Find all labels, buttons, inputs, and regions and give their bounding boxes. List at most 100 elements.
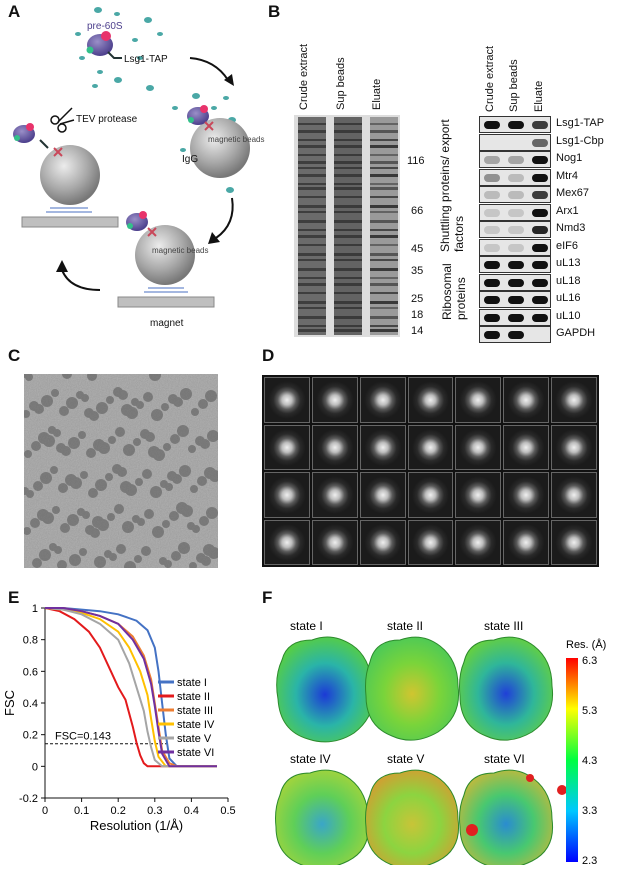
- magnet-label: magnet: [150, 318, 184, 329]
- wb-row-label: uL18: [556, 274, 581, 287]
- map-title: state II: [387, 619, 423, 633]
- wb-band: [508, 331, 524, 339]
- mw-marker: 18: [411, 309, 424, 321]
- bead-label-2: magnetic beads: [152, 246, 208, 255]
- map-title: state IV: [290, 752, 331, 766]
- gel-band: [298, 123, 326, 125]
- 2d-class: [503, 377, 550, 423]
- wb-band: [508, 121, 524, 129]
- wb-row-label: Nmd3: [556, 222, 586, 234]
- wb-band: [532, 261, 548, 269]
- micrograph-particle: [54, 546, 62, 554]
- micrograph-particle: [171, 551, 181, 561]
- wb-row: [479, 238, 551, 256]
- panel-label-a: A: [8, 2, 21, 21]
- 2d-class-averages: [262, 375, 599, 567]
- micrograph-particle: [95, 479, 107, 491]
- 2d-class: [503, 424, 550, 470]
- map-state-iv: [275, 769, 370, 865]
- micrograph-particle: [24, 527, 31, 535]
- panel-label-f: F: [262, 588, 273, 607]
- y-tick-label: 0: [32, 761, 38, 773]
- gel-band: [334, 253, 362, 256]
- wb-row-label: GAPDH: [556, 327, 596, 339]
- 2d-class: [311, 424, 358, 470]
- micrograph-particle: [207, 430, 218, 442]
- micrograph-particle: [32, 558, 42, 568]
- x-tick-label: 0.4: [184, 805, 199, 817]
- wb-row-label: uL16: [556, 292, 581, 304]
- micrograph-particle: [25, 374, 33, 381]
- gel-band: [334, 220, 362, 223]
- 2d-class: [264, 424, 310, 470]
- gel-band: [370, 174, 398, 177]
- wb-row-label: uL13: [556, 257, 581, 269]
- micrograph-particle: [57, 560, 67, 568]
- colorbar-tick: 3.3: [582, 805, 597, 817]
- gel-band: [334, 154, 362, 156]
- micrograph-particle: [116, 544, 126, 554]
- micrograph-particle: [188, 445, 196, 453]
- gel-band: [298, 268, 326, 271]
- wb-band: [484, 121, 500, 129]
- micrograph-particle: [144, 509, 154, 519]
- wb-row: [479, 221, 551, 238]
- wb-band: [484, 226, 500, 234]
- gel-band: [298, 145, 326, 148]
- wb-row: [479, 256, 551, 273]
- arrow-step3: [61, 269, 101, 291]
- 2d-class: [311, 519, 358, 565]
- micrograph-particle: [163, 443, 171, 451]
- micrograph-particle: [24, 410, 30, 418]
- colorbar-tick: 2.3: [582, 855, 597, 865]
- gel-band: [298, 259, 326, 261]
- wb-band: [532, 138, 548, 147]
- gel-band: [334, 145, 362, 148]
- micrograph-particle: [90, 528, 100, 538]
- micrograph-particle: [181, 505, 193, 517]
- gel-lane-label: Eluate: [371, 78, 383, 110]
- micrograph-particle: [133, 438, 141, 446]
- wb-band: [508, 278, 524, 287]
- wb-row: [479, 133, 551, 151]
- gel-band: [298, 329, 326, 332]
- wb-row: [479, 291, 551, 308]
- micrograph-particle: [89, 411, 99, 421]
- 2d-class: [359, 424, 406, 470]
- wb-row: [479, 326, 551, 343]
- wb-row: [479, 308, 551, 326]
- wb-row-label: Lsg1-TAP: [556, 117, 605, 129]
- gel-band: [370, 211, 398, 213]
- micrograph-particle: [122, 521, 134, 533]
- map-state-ii: [365, 636, 460, 741]
- micrograph-particle: [62, 374, 72, 379]
- micrograph-particle: [180, 388, 192, 400]
- local-resolution-maps: state I state II state III state IV stat…: [275, 619, 606, 865]
- 2d-class: [455, 377, 502, 423]
- gel-band: [370, 235, 398, 238]
- micrograph-particle: [70, 477, 82, 489]
- wb-row-label: eIF6: [556, 239, 579, 252]
- colorbar-tick: 5.3: [582, 705, 597, 717]
- wb-band: [484, 191, 500, 199]
- colorbar-tick: 4.3: [582, 755, 597, 767]
- gel-band: [298, 283, 326, 286]
- gel-band: [334, 167, 362, 169]
- 2d-class: [455, 519, 502, 565]
- micrograph-particle: [105, 473, 113, 481]
- gel-band: [370, 268, 398, 271]
- wb-row-label: uL10: [556, 309, 581, 322]
- micrograph-particle: [26, 490, 34, 498]
- micrograph-particle: [24, 450, 32, 458]
- micrograph-particle: [39, 549, 51, 561]
- gel-band: [370, 139, 398, 141]
- 2d-class: [503, 472, 550, 518]
- x-axis-label: Resolution (1/Å): [90, 818, 183, 833]
- micrograph-particle: [142, 469, 152, 479]
- y-tick-label: 0.8: [23, 635, 38, 647]
- gel-band: [298, 174, 326, 177]
- micrograph-particle: [177, 425, 189, 437]
- micrograph-particle: [58, 483, 68, 493]
- wb-band: [508, 313, 524, 322]
- wb-band: [484, 156, 500, 164]
